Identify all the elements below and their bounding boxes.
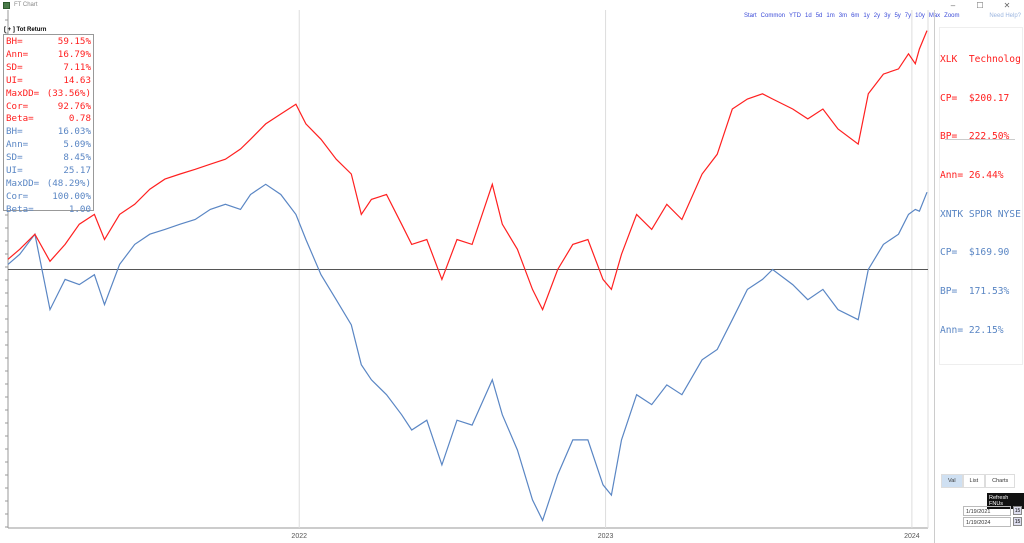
stat-label: Cor=	[6, 190, 29, 202]
stat-row: BH= 16.03%	[6, 126, 91, 139]
stat-value: (33.56%)	[46, 87, 91, 99]
stat-label: SD=	[6, 152, 23, 164]
stat-label: Ann=	[6, 48, 29, 60]
stat-value: 92.76%	[57, 100, 91, 112]
stat-row: Ann= 5.09%	[6, 139, 91, 152]
stat-row: MaxDD= (48.29%)	[6, 178, 91, 191]
period-10y[interactable]: 10y	[915, 13, 925, 19]
x-tick-label: 2023	[598, 533, 614, 540]
stat-label: Cor=	[6, 100, 29, 112]
period-6m[interactable]: 6m	[851, 13, 860, 19]
stat-row: MaxDD= (33.56%)	[6, 88, 91, 101]
chart: 2022 2023 2024	[5, 10, 929, 540]
stat-row: SD= 8.45%	[6, 152, 91, 165]
end-date-input[interactable]: 1/19/2024	[963, 517, 1011, 527]
stat-row: Beta= 1.00	[6, 204, 91, 217]
stat-row: Ann= 16.79%	[6, 49, 91, 62]
period-3m[interactable]: 3m	[838, 13, 848, 19]
period-5d[interactable]: 5d	[815, 13, 823, 19]
stat-row: Cor= 100.00%	[6, 191, 91, 204]
info-line: CP= $200.17	[940, 92, 1010, 104]
info-line: BP= 171.53%	[940, 286, 1010, 298]
stat-label: MaxDD=	[6, 87, 40, 99]
stat-label: UI=	[6, 165, 23, 177]
stat-value: 16.03%	[57, 126, 91, 138]
period-1y[interactable]: 1y	[863, 13, 870, 19]
stat-value: 59.15%	[57, 36, 91, 47]
x-tick-label: 2024	[904, 533, 920, 540]
close-button[interactable]: ✕	[1003, 1, 1011, 10]
info-line: Ann= 26.44%	[940, 169, 1004, 181]
stat-row: Beta= 0.78	[6, 113, 91, 126]
period-1d[interactable]: 1d	[805, 13, 812, 19]
info-line: XNTK SPDR NYSE	[940, 208, 1021, 220]
stat-label: Beta=	[6, 113, 34, 125]
maximize-button[interactable]: ☐	[976, 1, 984, 10]
stat-label: MaxDD=	[6, 177, 40, 189]
stat-row: UI= 14.63	[6, 75, 91, 88]
stat-value: 16.79%	[57, 48, 91, 60]
stat-value: (48.29%)	[46, 177, 91, 189]
info-line: CP= $169.90	[940, 247, 1010, 259]
calendar-icon[interactable]: 15	[1013, 517, 1022, 526]
period-1m[interactable]: 1m	[826, 13, 835, 19]
stats-title[interactable]: [ + ] Tot Return	[4, 27, 47, 33]
panel-tabs: Val List Charts	[941, 474, 1016, 488]
info-line: XLK Technolog	[940, 53, 1021, 65]
info-line: Ann= 22.15%	[940, 324, 1004, 336]
stat-label: Ann=	[6, 139, 29, 151]
stat-row: BH= 59.15%	[6, 36, 91, 49]
info-line: BP= 222.50%	[940, 131, 1010, 143]
stat-row: SD= 7.11%	[6, 62, 91, 75]
series-line-xntk	[7, 183, 928, 522]
period-common[interactable]: Common	[760, 13, 786, 19]
stat-label: BH=	[6, 36, 23, 47]
stats-box: BH= 59.15% Ann= 16.79% SD= 7.11% UI= 14.63 MaxDD…	[3, 34, 94, 215]
calendar-icon[interactable]: 15	[1013, 506, 1022, 515]
stat-value: 1.00	[68, 203, 91, 215]
stat-value: 7.11%	[63, 61, 91, 73]
stat-value: 100.00%	[52, 190, 91, 202]
stat-value: 14.63	[63, 74, 91, 86]
period-5y[interactable]: 5y	[894, 13, 901, 19]
period-3y[interactable]: 3y	[884, 13, 891, 19]
stat-row: UI= 25.17	[6, 165, 91, 178]
period-2y[interactable]: 2y	[873, 13, 881, 19]
window-title: FT Chart	[14, 2, 38, 8]
divider	[945, 139, 1015, 140]
stat-value: 8.45%	[63, 152, 91, 164]
period-start[interactable]: Start	[744, 13, 757, 19]
stat-row: Cor= 92.76%	[6, 101, 91, 114]
stat-value: 5.09%	[63, 139, 91, 151]
stat-label: UI=	[6, 74, 23, 86]
help-link[interactable]: Need Help?	[989, 13, 1021, 19]
tab-charts[interactable]: Charts	[985, 474, 1016, 488]
period-selector: Start Common YTD 1d 5d 1m 3m 6m 1y 2y 3y 5y 7y 10y Max…	[744, 13, 960, 19]
stat-label: SD=	[6, 61, 23, 73]
x-tick-label: 2022	[291, 533, 307, 540]
side-panel: Need Help? XLK Technolog CP= $200.17 BP=…	[934, 10, 1024, 543]
period-zoom[interactable]: Zoom	[944, 13, 960, 19]
start-date-input[interactable]: 1/19/2021	[963, 506, 1011, 516]
refresh-button[interactable]: Refresh FNUs	[987, 493, 1024, 509]
symbol-info: XLK Technolog CP= $200.17 BP= 222.50% An…	[939, 27, 1023, 365]
stat-value: 0.78	[68, 113, 91, 125]
app-icon	[3, 2, 10, 9]
minimize-button[interactable]: –	[950, 1, 956, 10]
series-line-xlk	[7, 30, 928, 312]
stat-label: BH=	[6, 126, 23, 138]
tab-list[interactable]: List	[962, 474, 986, 488]
tab-val[interactable]: Val	[941, 474, 963, 488]
stat-value: 25.17	[63, 165, 91, 177]
period-ytd[interactable]: YTD	[789, 13, 802, 19]
title-bar: FT Chart – ☐ ✕	[0, 0, 1024, 12]
stat-label: Beta=	[6, 203, 34, 215]
period-7y[interactable]: 7y	[904, 13, 912, 19]
